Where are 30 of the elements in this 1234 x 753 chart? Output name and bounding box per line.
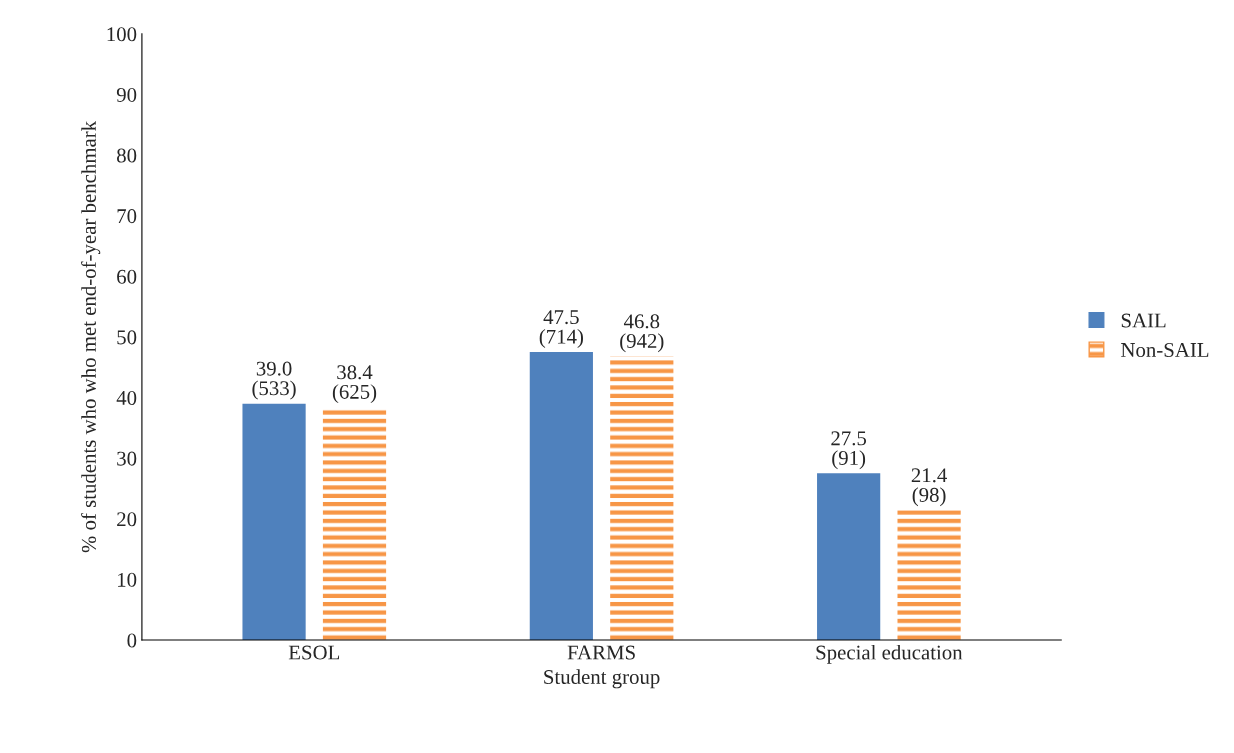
data-label: 47.5 (714) [539,310,583,348]
bar [242,403,306,641]
x-tick-label: ESOL [288,645,340,660]
data-label: 39.0 (533) [252,361,296,400]
y-tick-label: 60 [117,269,137,284]
bar [610,356,674,641]
y-tick-label: 20 [117,512,137,527]
bar [322,407,387,641]
x-axis-title: Student group [544,669,660,689]
y-axis-title: % of students who who met end-of-year benchmark [81,120,101,553]
x-tick-label: Special education [816,644,963,664]
y-tick-label: 0 [127,633,137,648]
y-tick-label: 40 [116,390,137,406]
x-tick-label: FARMS [567,645,635,660]
y-tick-label: 70 [117,209,137,224]
data-label: 38.4 (625) [332,365,377,404]
data-label: 46.8 (942) [620,314,664,353]
y-tick-label: 90 [116,87,137,102]
y-tick-label: 10 [118,572,137,587]
y-tick-label: 100 [107,27,137,42]
y-tick-label: 30 [117,451,137,466]
legend-label: Non-SAIL [1121,342,1209,357]
data-label: 27.5 (91) [831,431,867,470]
y-tick-label: 80 [117,148,137,163]
bar [897,510,961,641]
bar [817,473,881,641]
legend-label: SAIL [1121,313,1166,328]
y-tick-label: 50 [117,330,137,345]
bar [529,352,593,641]
data-label: 21.4 (98) [911,468,947,507]
